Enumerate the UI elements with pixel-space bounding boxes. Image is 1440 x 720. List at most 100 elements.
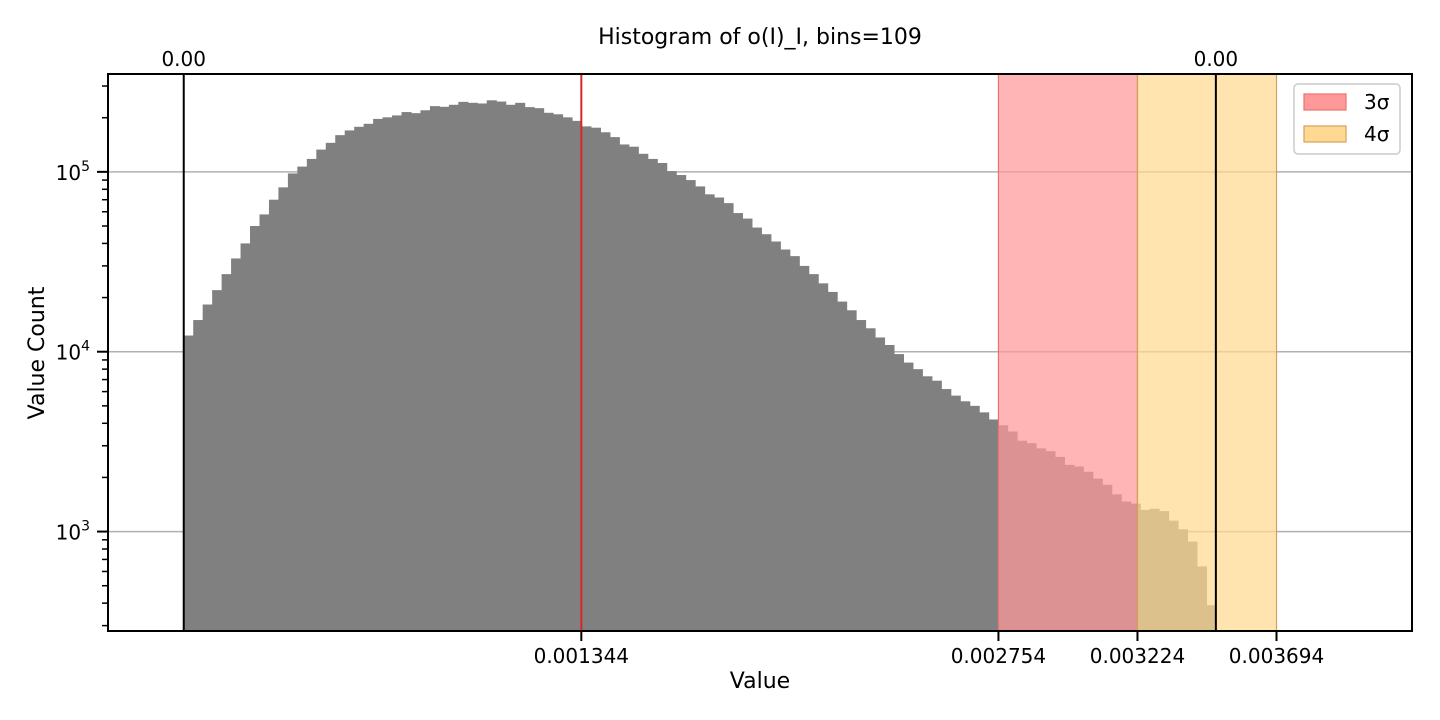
histogram-bar-74	[884, 344, 895, 631]
histogram-bar-61	[761, 234, 772, 632]
histogram-bar-49	[647, 158, 658, 631]
histogram-bar-67	[818, 283, 829, 631]
histogram-bar-23	[401, 112, 412, 632]
histogram-bar-25	[420, 110, 431, 631]
histogram-bar-12	[297, 166, 308, 632]
x-axis-title: Value	[730, 669, 790, 694]
histogram-bar-44	[600, 132, 611, 632]
histogram-bar-13	[306, 158, 317, 631]
y-tick-label-2: 105	[56, 159, 90, 185]
legend-swatch-4sigma	[1303, 125, 1347, 143]
histogram-bar-46	[619, 144, 630, 631]
histogram-bar-85	[988, 419, 999, 631]
histogram-bar-35	[515, 102, 526, 632]
x-axis-ticks: 0.001344 0.002754 0.003224 0.003694	[534, 631, 1324, 668]
histogram-bar-10	[278, 187, 289, 631]
histogram-bar-68	[827, 291, 838, 631]
histogram-bar-6	[240, 243, 251, 631]
histogram-bar-16	[335, 135, 346, 631]
histogram-bar-77	[912, 369, 923, 631]
histogram-bar-52	[676, 175, 687, 632]
bands-layer	[997, 73, 1278, 632]
histogram-bar-21	[382, 117, 393, 631]
histogram-bar-43	[590, 127, 601, 632]
histogram-bar-22	[392, 115, 403, 632]
histogram-bar-76	[903, 362, 914, 631]
histogram-bar-40	[562, 117, 573, 631]
histogram-bar-51	[666, 171, 677, 631]
sigma-band-0	[997, 73, 1139, 632]
histogram-bar-65	[799, 265, 810, 631]
histogram-bar-20	[373, 118, 384, 631]
histogram-bar-72	[865, 328, 876, 631]
top-label-2: 0.00	[1194, 47, 1239, 71]
histogram-bar-64	[789, 256, 800, 631]
legend-label-3sigma: 3σ	[1364, 90, 1390, 114]
histogram-bar-29	[458, 101, 469, 631]
histogram-bar-18	[354, 126, 365, 631]
histogram-bar-1	[193, 320, 204, 631]
histogram-bar-73	[874, 337, 886, 631]
histogram-bar-42	[581, 126, 592, 632]
histogram-bar-84	[979, 412, 990, 631]
histogram-bar-75	[893, 354, 904, 631]
histogram-bar-3	[212, 290, 223, 631]
histogram-bar-50	[657, 163, 668, 632]
histogram-bar-66	[808, 274, 819, 631]
histogram-bar-28	[448, 104, 459, 631]
histogram-bar-79	[931, 380, 942, 631]
histogram-bar-41	[571, 120, 583, 631]
histogram-bar-83	[969, 405, 980, 631]
legend-swatch-3sigma	[1303, 93, 1347, 111]
histogram-bar-32	[486, 100, 497, 631]
histogram-bar-34	[505, 104, 516, 631]
histogram-bar-27	[439, 106, 450, 631]
top-label-0: 0.00	[161, 47, 206, 71]
histogram-bar-56	[714, 197, 725, 632]
x-tick-label-0: 0.001344	[534, 644, 629, 668]
y-tick-label-0: 103	[56, 519, 90, 545]
y-axis-ticks: 103 104 105	[56, 85, 108, 627]
histogram-bar-47	[628, 146, 639, 631]
y-axis-title: Value Count	[25, 286, 50, 419]
histogram-bar-54	[695, 186, 706, 631]
histogram-bar-69	[837, 301, 848, 631]
histogram-bar-81	[950, 395, 961, 631]
y-tick-label-1: 104	[56, 339, 90, 365]
histogram-bar-58	[732, 213, 744, 631]
histogram-bar-53	[685, 180, 696, 631]
histogram-bar-60	[751, 227, 762, 631]
histogram-bar-24	[410, 113, 422, 632]
histogram-bar-11	[287, 173, 298, 632]
histogram-bar-57	[723, 203, 734, 631]
histogram-bar-71	[856, 320, 867, 631]
histogram-bar-4	[221, 274, 232, 631]
histogram-bar-38	[543, 112, 554, 631]
histogram-bar-9	[268, 199, 280, 632]
histogram-bar-62	[770, 241, 781, 632]
histogram-bar-48	[638, 153, 649, 631]
histogram-bar-70	[846, 310, 857, 631]
histogram-bar-59	[742, 218, 753, 631]
histogram-bar-15	[325, 142, 336, 631]
sigma-band-1	[1136, 73, 1278, 632]
histogram-bar-30	[467, 102, 478, 632]
histogram-bar-8	[259, 214, 270, 632]
legend-label-4sigma: 4σ	[1364, 122, 1390, 146]
histogram-bar-36	[524, 107, 535, 632]
histogram-bar-0	[183, 335, 194, 631]
x-tick-label-2: 0.003224	[1090, 644, 1185, 668]
histogram-bar-5	[231, 258, 242, 631]
histogram-bar-33	[496, 101, 507, 631]
histogram-bar-7	[250, 225, 261, 632]
histogram-bar-17	[344, 130, 355, 631]
histogram-bar-39	[553, 114, 564, 632]
histogram-bar-63	[780, 249, 791, 631]
histogram-bar-19	[363, 123, 374, 631]
histogram-bar-82	[960, 401, 971, 631]
x-tick-label-1: 0.002754	[951, 644, 1046, 668]
histogram-bar-2	[202, 304, 213, 631]
histogram-bar-78	[922, 376, 933, 631]
vlines-layer	[182, 74, 1217, 631]
